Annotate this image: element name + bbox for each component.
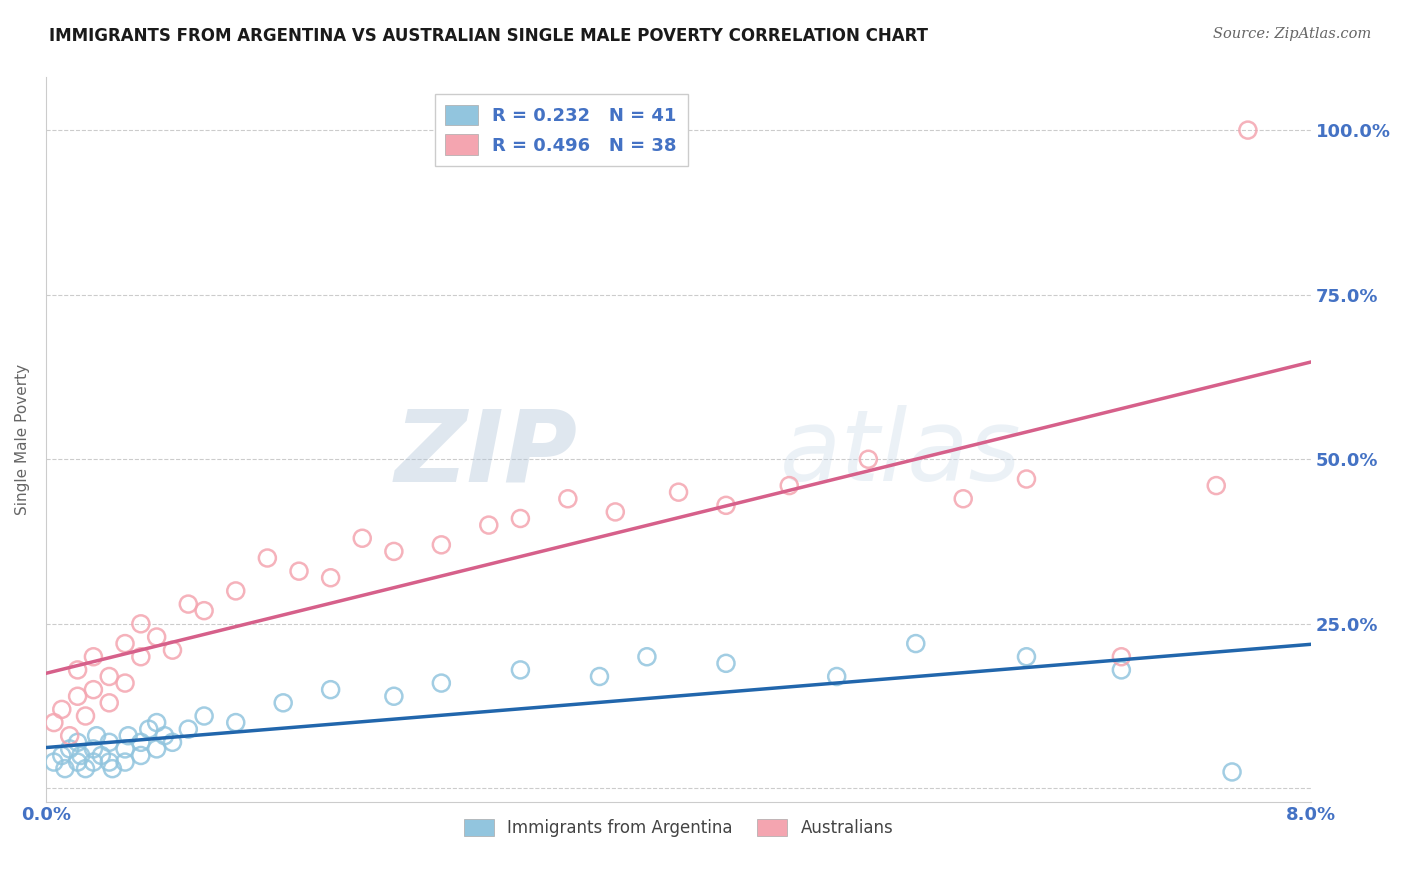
- Point: [778, 478, 800, 492]
- Point: [66, 735, 89, 749]
- Point: [114, 742, 136, 756]
- Point: [352, 531, 374, 545]
- Point: [86, 729, 108, 743]
- Point: [382, 690, 405, 704]
- Point: [66, 663, 89, 677]
- Point: [858, 452, 880, 467]
- Point: [98, 669, 121, 683]
- Point: [53, 762, 76, 776]
- Point: [319, 682, 342, 697]
- Point: [117, 729, 139, 743]
- Point: [145, 742, 167, 756]
- Point: [478, 518, 501, 533]
- Point: [162, 735, 184, 749]
- Point: [319, 571, 342, 585]
- Point: [129, 649, 152, 664]
- Point: [42, 755, 65, 769]
- Point: [193, 709, 215, 723]
- Point: [588, 669, 610, 683]
- Point: [162, 643, 184, 657]
- Point: [82, 649, 104, 664]
- Point: [129, 735, 152, 749]
- Point: [288, 564, 311, 578]
- Point: [193, 604, 215, 618]
- Point: [138, 722, 160, 736]
- Point: [177, 597, 200, 611]
- Point: [66, 690, 89, 704]
- Point: [69, 748, 91, 763]
- Point: [1237, 123, 1260, 137]
- Point: [430, 538, 453, 552]
- Point: [145, 715, 167, 730]
- Point: [952, 491, 974, 506]
- Point: [1015, 649, 1038, 664]
- Point: [51, 702, 73, 716]
- Point: [114, 637, 136, 651]
- Point: [271, 696, 294, 710]
- Point: [66, 755, 89, 769]
- Point: [129, 748, 152, 763]
- Point: [75, 709, 97, 723]
- Point: [51, 748, 73, 763]
- Point: [1111, 663, 1133, 677]
- Point: [145, 630, 167, 644]
- Point: [509, 663, 531, 677]
- Point: [557, 491, 579, 506]
- Legend: Immigrants from Argentina, Australians: Immigrants from Argentina, Australians: [457, 813, 900, 844]
- Point: [636, 649, 658, 664]
- Text: IMMIGRANTS FROM ARGENTINA VS AUSTRALIAN SINGLE MALE POVERTY CORRELATION CHART: IMMIGRANTS FROM ARGENTINA VS AUSTRALIAN …: [49, 27, 928, 45]
- Point: [1015, 472, 1038, 486]
- Point: [825, 669, 848, 683]
- Point: [42, 715, 65, 730]
- Point: [714, 657, 737, 671]
- Point: [98, 696, 121, 710]
- Point: [101, 762, 124, 776]
- Point: [177, 722, 200, 736]
- Point: [668, 485, 690, 500]
- Point: [90, 748, 112, 763]
- Point: [129, 616, 152, 631]
- Point: [98, 735, 121, 749]
- Point: [59, 742, 82, 756]
- Point: [1220, 764, 1243, 779]
- Point: [114, 676, 136, 690]
- Y-axis label: Single Male Poverty: Single Male Poverty: [15, 364, 30, 515]
- Point: [430, 676, 453, 690]
- Point: [904, 637, 927, 651]
- Text: ZIP: ZIP: [394, 406, 578, 502]
- Point: [59, 729, 82, 743]
- Point: [509, 511, 531, 525]
- Point: [75, 762, 97, 776]
- Point: [225, 583, 247, 598]
- Point: [382, 544, 405, 558]
- Point: [225, 715, 247, 730]
- Point: [256, 551, 278, 566]
- Point: [82, 755, 104, 769]
- Point: [82, 742, 104, 756]
- Point: [82, 682, 104, 697]
- Point: [153, 729, 176, 743]
- Text: Source: ZipAtlas.com: Source: ZipAtlas.com: [1212, 27, 1371, 41]
- Point: [1205, 478, 1227, 492]
- Point: [714, 499, 737, 513]
- Point: [1111, 649, 1133, 664]
- Point: [98, 755, 121, 769]
- Point: [114, 755, 136, 769]
- Text: atlas: atlas: [780, 406, 1021, 502]
- Point: [605, 505, 627, 519]
